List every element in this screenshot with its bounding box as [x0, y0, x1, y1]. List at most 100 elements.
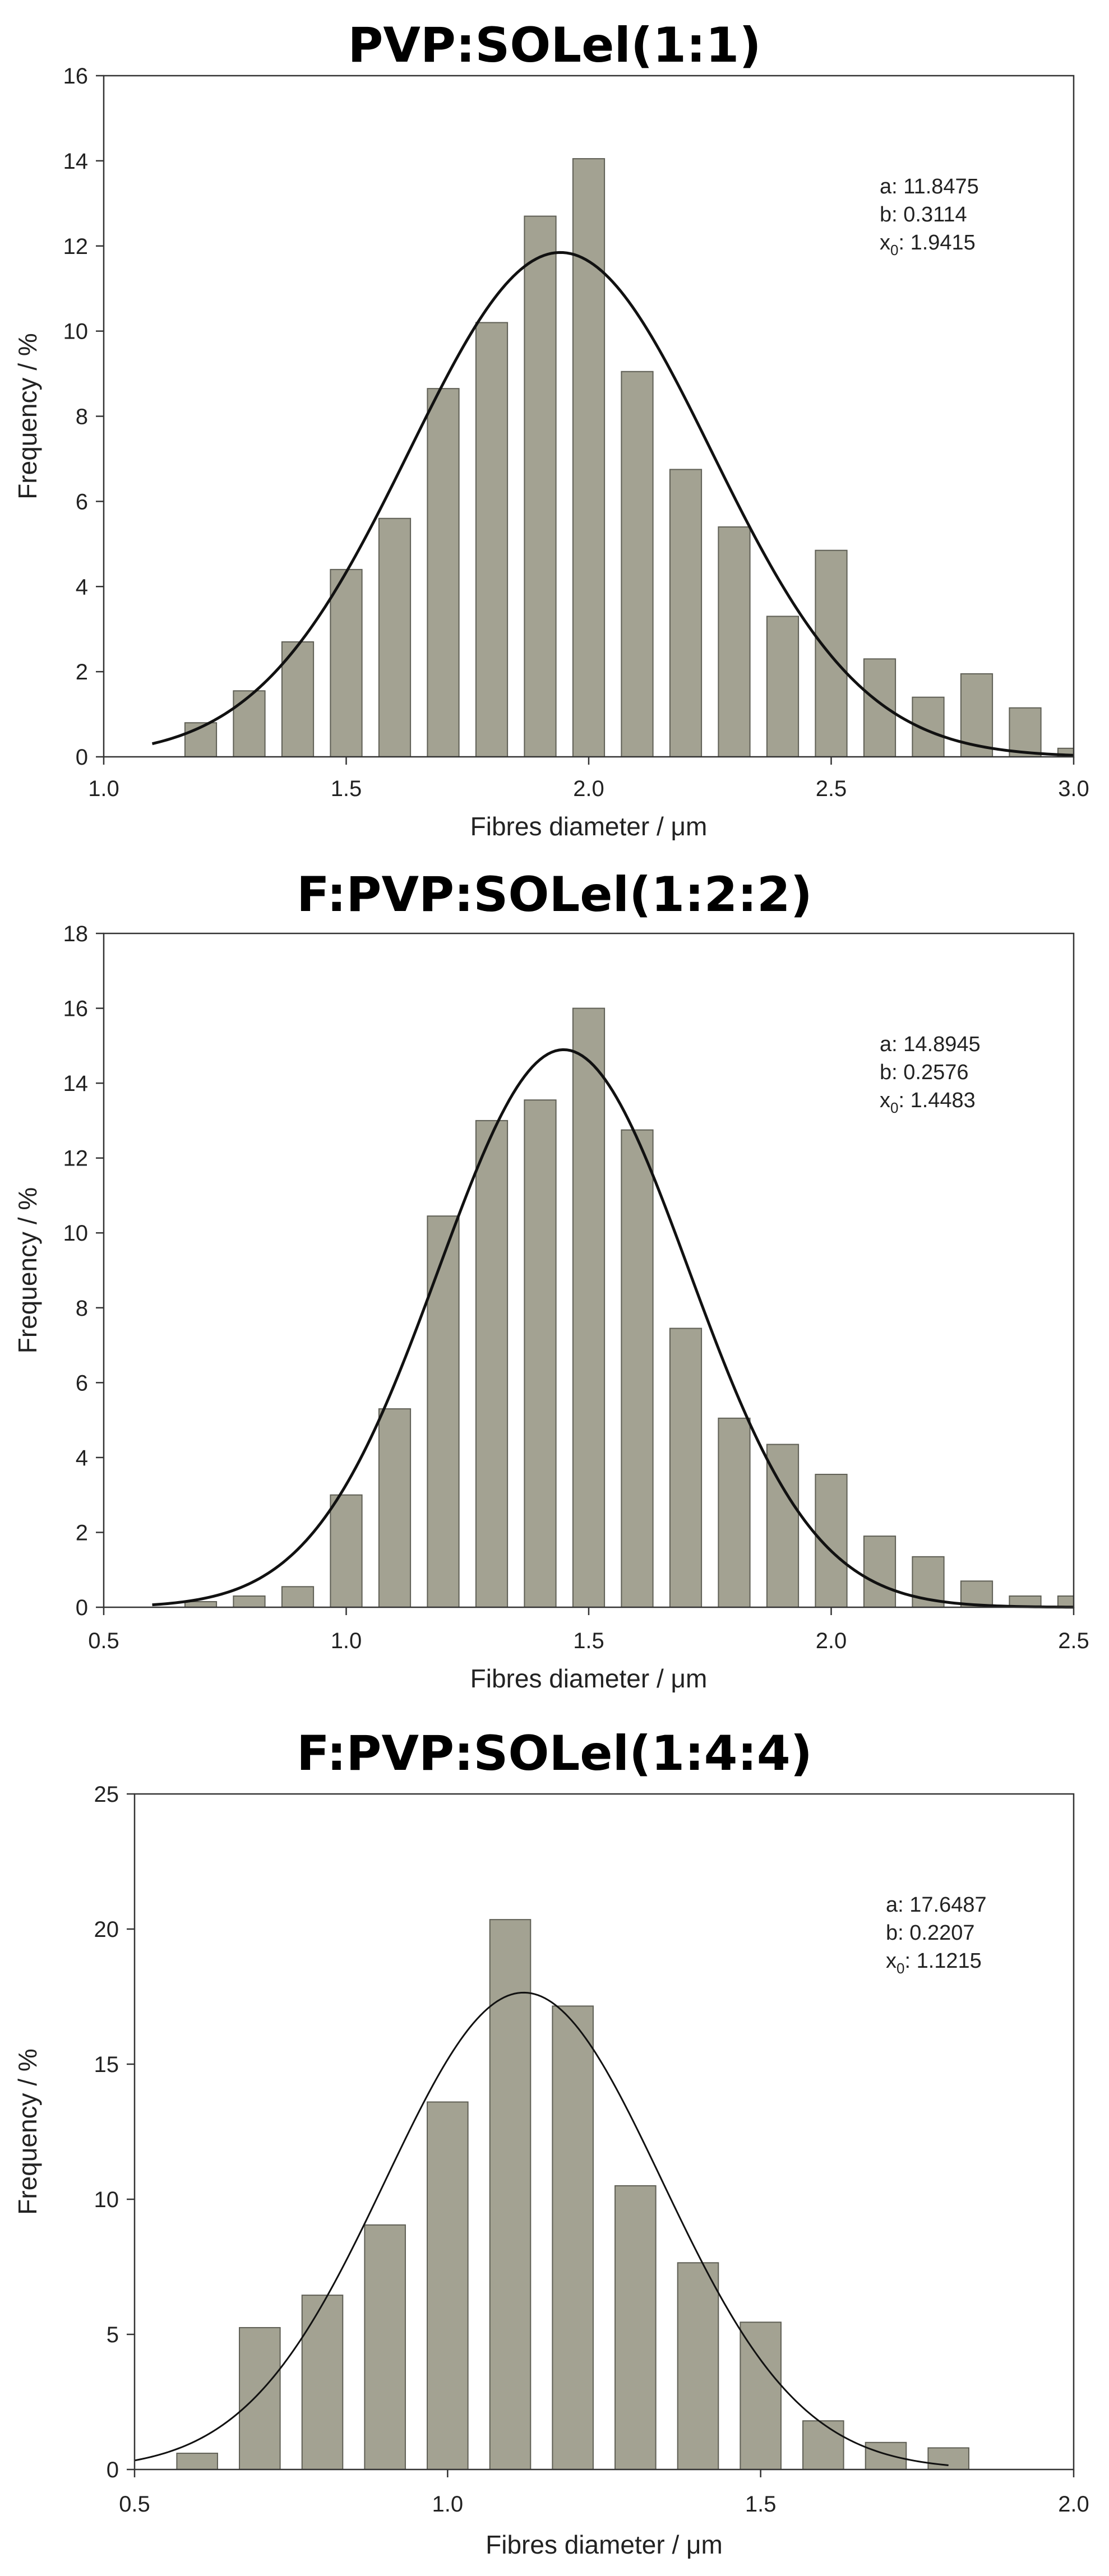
histogram-bar — [427, 1215, 460, 1608]
histogram-bar — [1057, 1595, 1074, 1608]
histogram-bar — [378, 517, 412, 757]
histogram-bar — [766, 616, 800, 757]
histogram-bar — [718, 1417, 751, 1608]
x-tick-label: 1.5 — [573, 1629, 604, 1653]
histogram-bar — [330, 1494, 363, 1608]
histogram-bar — [239, 2327, 281, 2471]
fit-curve — [152, 1048, 1074, 1609]
histogram-bar — [281, 1586, 315, 1608]
y-tick-label: 10 — [63, 1221, 89, 1246]
histogram-bar — [669, 469, 703, 757]
x-tick-label: 1.0 — [88, 776, 119, 801]
chart-title: PVP:SOLel(1:1) — [348, 17, 761, 73]
y-tick-label: 0 — [107, 2458, 119, 2482]
x-tick-label: 3.0 — [1058, 776, 1089, 801]
y-tick-label: 2 — [76, 1520, 88, 1545]
x-tick-label: 1.5 — [331, 776, 362, 801]
histogram-bar — [677, 2262, 719, 2471]
y-tick-label: 4 — [76, 1446, 88, 1470]
fit-curve — [134, 1991, 949, 2466]
y-tick-label: 8 — [76, 1296, 88, 1321]
histogram-bar — [233, 690, 266, 757]
param-b-label: b: 0.2576 — [880, 1061, 968, 1084]
y-tick-label: 10 — [63, 320, 89, 344]
x-axis-title: Fibres diameter / μm — [486, 2530, 723, 2559]
histogram-bar — [176, 2453, 218, 2470]
histogram-bar — [863, 1536, 897, 1608]
y-tick-label: 0 — [76, 1595, 88, 1620]
chart-title: F:PVP:SOLel(1:4:4) — [296, 1726, 812, 1782]
x-tick-label: 1.0 — [331, 1629, 362, 1653]
histogram-bar — [301, 2295, 344, 2470]
x-tick-label: 2.5 — [816, 776, 847, 801]
y-tick-label: 18 — [63, 922, 89, 946]
x-tick-label: 2.5 — [1058, 1629, 1089, 1653]
histogram-bar — [184, 1601, 218, 1608]
y-tick-label: 16 — [63, 997, 89, 1021]
histogram-bar — [552, 2005, 594, 2470]
chart-title: F:PVP:SOLel(1:2:2) — [296, 867, 812, 923]
histogram-bar — [865, 2441, 907, 2471]
y-axis-title: Frequency / % — [13, 2048, 42, 2215]
histogram-bar — [427, 2101, 469, 2470]
param-b-label: b: 0.3114 — [880, 203, 967, 226]
histogram-bar — [718, 526, 751, 757]
histogram-bar — [524, 215, 557, 757]
histogram-bar — [364, 2224, 406, 2470]
histogram-bar — [524, 1099, 557, 1608]
histogram-bar — [740, 2321, 782, 2470]
histogram-bar — [614, 2185, 657, 2471]
param-a-label: a: 17.6487 — [886, 1893, 987, 1917]
histogram-bar — [572, 1007, 606, 1608]
histogram-bar — [621, 1129, 654, 1608]
y-tick-label: 14 — [63, 1071, 89, 1096]
y-axis-title: Frequency / % — [13, 1187, 42, 1354]
x-tick-label: 0.5 — [88, 1629, 119, 1653]
x-axis-title: Fibres diameter / μm — [470, 812, 708, 841]
param-x0-label: x0: 1.4483 — [880, 1089, 976, 1116]
x-tick-label: 1.0 — [432, 2492, 464, 2517]
y-axis-title: Frequency / % — [13, 333, 42, 500]
y-tick-label: 5 — [107, 2323, 119, 2347]
histogram-bar — [621, 371, 654, 757]
y-tick-label: 2 — [76, 660, 88, 685]
y-tick-label: 12 — [63, 1146, 89, 1171]
x-tick-label: 2.0 — [1058, 2492, 1089, 2517]
histogram-bar — [281, 641, 315, 757]
x-tick-label: 0.5 — [119, 2492, 150, 2517]
histogram-bar — [378, 1408, 412, 1608]
y-tick-label: 6 — [76, 1371, 88, 1395]
y-tick-label: 10 — [94, 2187, 119, 2212]
y-tick-label: 20 — [94, 1917, 119, 1942]
histogram-bar — [815, 549, 848, 757]
y-tick-label: 8 — [76, 405, 88, 429]
y-tick-label: 6 — [76, 489, 88, 514]
y-tick-label: 14 — [63, 149, 89, 174]
histogram-bar — [1009, 707, 1042, 757]
histogram-chart-2: 0 2 4 6 8 10 12 14 16 18 0.5 1.0 1.5 2.0 2.5 Fibres dia… — [13, 922, 1089, 1693]
histogram-bar — [330, 568, 363, 757]
histogram-bar — [233, 1595, 266, 1608]
param-b-label: b: 0.2207 — [886, 1921, 974, 1945]
x-tick-label: 1.5 — [745, 2492, 777, 2517]
fit-curve — [151, 251, 1074, 757]
histogram-bar — [489, 1919, 532, 2470]
histogram-bar — [802, 2420, 844, 2470]
histogram-bar — [863, 658, 897, 757]
param-a-label: a: 11.8475 — [880, 175, 979, 198]
param-a-label: a: 14.8945 — [880, 1033, 981, 1056]
histogram-bar — [927, 2447, 969, 2470]
param-x0-label: x0: 1.9415 — [880, 231, 976, 258]
y-tick-label: 0 — [76, 745, 88, 770]
histogram-bar — [572, 158, 606, 757]
histogram-bar — [669, 1328, 703, 1608]
plot-frame — [133, 1793, 1075, 2471]
y-tick-label: 25 — [94, 1782, 119, 1807]
y-tick-label: 4 — [76, 575, 88, 599]
x-tick-label: 2.0 — [816, 1629, 847, 1653]
histogram-chart-1: 0 2 4 6 8 10 12 14 16 1.0 1.5 2.0 2.5 3.0 Fibres diame… — [13, 64, 1089, 841]
param-x0-label: x0: 1.1215 — [886, 1949, 982, 1977]
y-tick-label: 15 — [94, 2052, 119, 2077]
y-tick-label: 12 — [63, 234, 89, 259]
x-axis-title: Fibres diameter / μm — [470, 1664, 708, 1693]
